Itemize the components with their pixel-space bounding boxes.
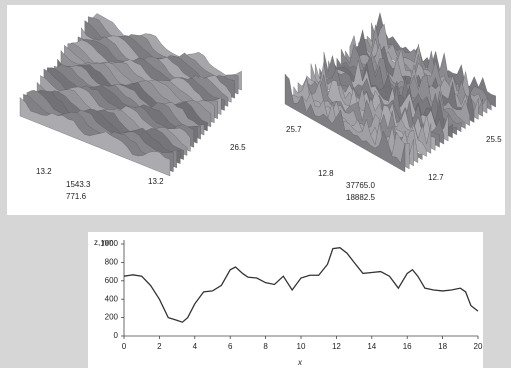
y-tick-label: 200 <box>105 313 119 322</box>
surface-label: 1543.3 <box>66 180 91 189</box>
y-tick-label: 800 <box>105 258 119 267</box>
x-tick-label: 14 <box>367 342 376 351</box>
surface-strip <box>284 73 406 173</box>
y-tick-label: 600 <box>105 276 119 285</box>
x-tick-label: 8 <box>263 342 268 351</box>
x-tick-label: 6 <box>228 342 233 351</box>
surface-strip <box>19 97 171 177</box>
x-tick-label: 18 <box>438 342 447 351</box>
x-axis-label: x <box>297 358 303 367</box>
x-tick-label: 16 <box>403 342 412 351</box>
surface-label: 26.5 <box>230 143 246 152</box>
x-tick-label: 2 <box>157 342 162 351</box>
surface-label: 13.2 <box>148 177 164 186</box>
x-tick-label: 0 <box>122 342 127 351</box>
surface-label: 25.5 <box>486 135 502 144</box>
x-tick-label: 4 <box>193 342 198 351</box>
data-line <box>123 247 479 323</box>
surface-plot-left <box>19 13 242 177</box>
y-axis-label: z, nm <box>94 238 114 247</box>
surface-label: 25.7 <box>286 125 302 134</box>
surface-label: 37765.0 <box>346 181 375 190</box>
y-tick-label: 1000 <box>100 239 118 248</box>
y-tick-label: 400 <box>105 294 119 303</box>
surface-plot-right <box>284 12 496 173</box>
surface-label: 12.7 <box>428 173 444 182</box>
profile-panel <box>88 232 483 368</box>
surface-label: 12.8 <box>318 169 334 178</box>
x-tick-label: 12 <box>332 342 341 351</box>
surface-label: 13.2 <box>36 167 52 176</box>
surface-label: 771.6 <box>66 192 87 201</box>
x-tick-label: 20 <box>474 342 483 351</box>
surface-label: 18882.5 <box>346 193 375 202</box>
line-chart: 0 200 400 600 800 1000 0 2 4 6 8 10 12 14 16 18 20 <box>100 239 483 351</box>
y-tick-label: 0 <box>114 331 119 340</box>
x-tick-label: 10 <box>297 342 306 351</box>
